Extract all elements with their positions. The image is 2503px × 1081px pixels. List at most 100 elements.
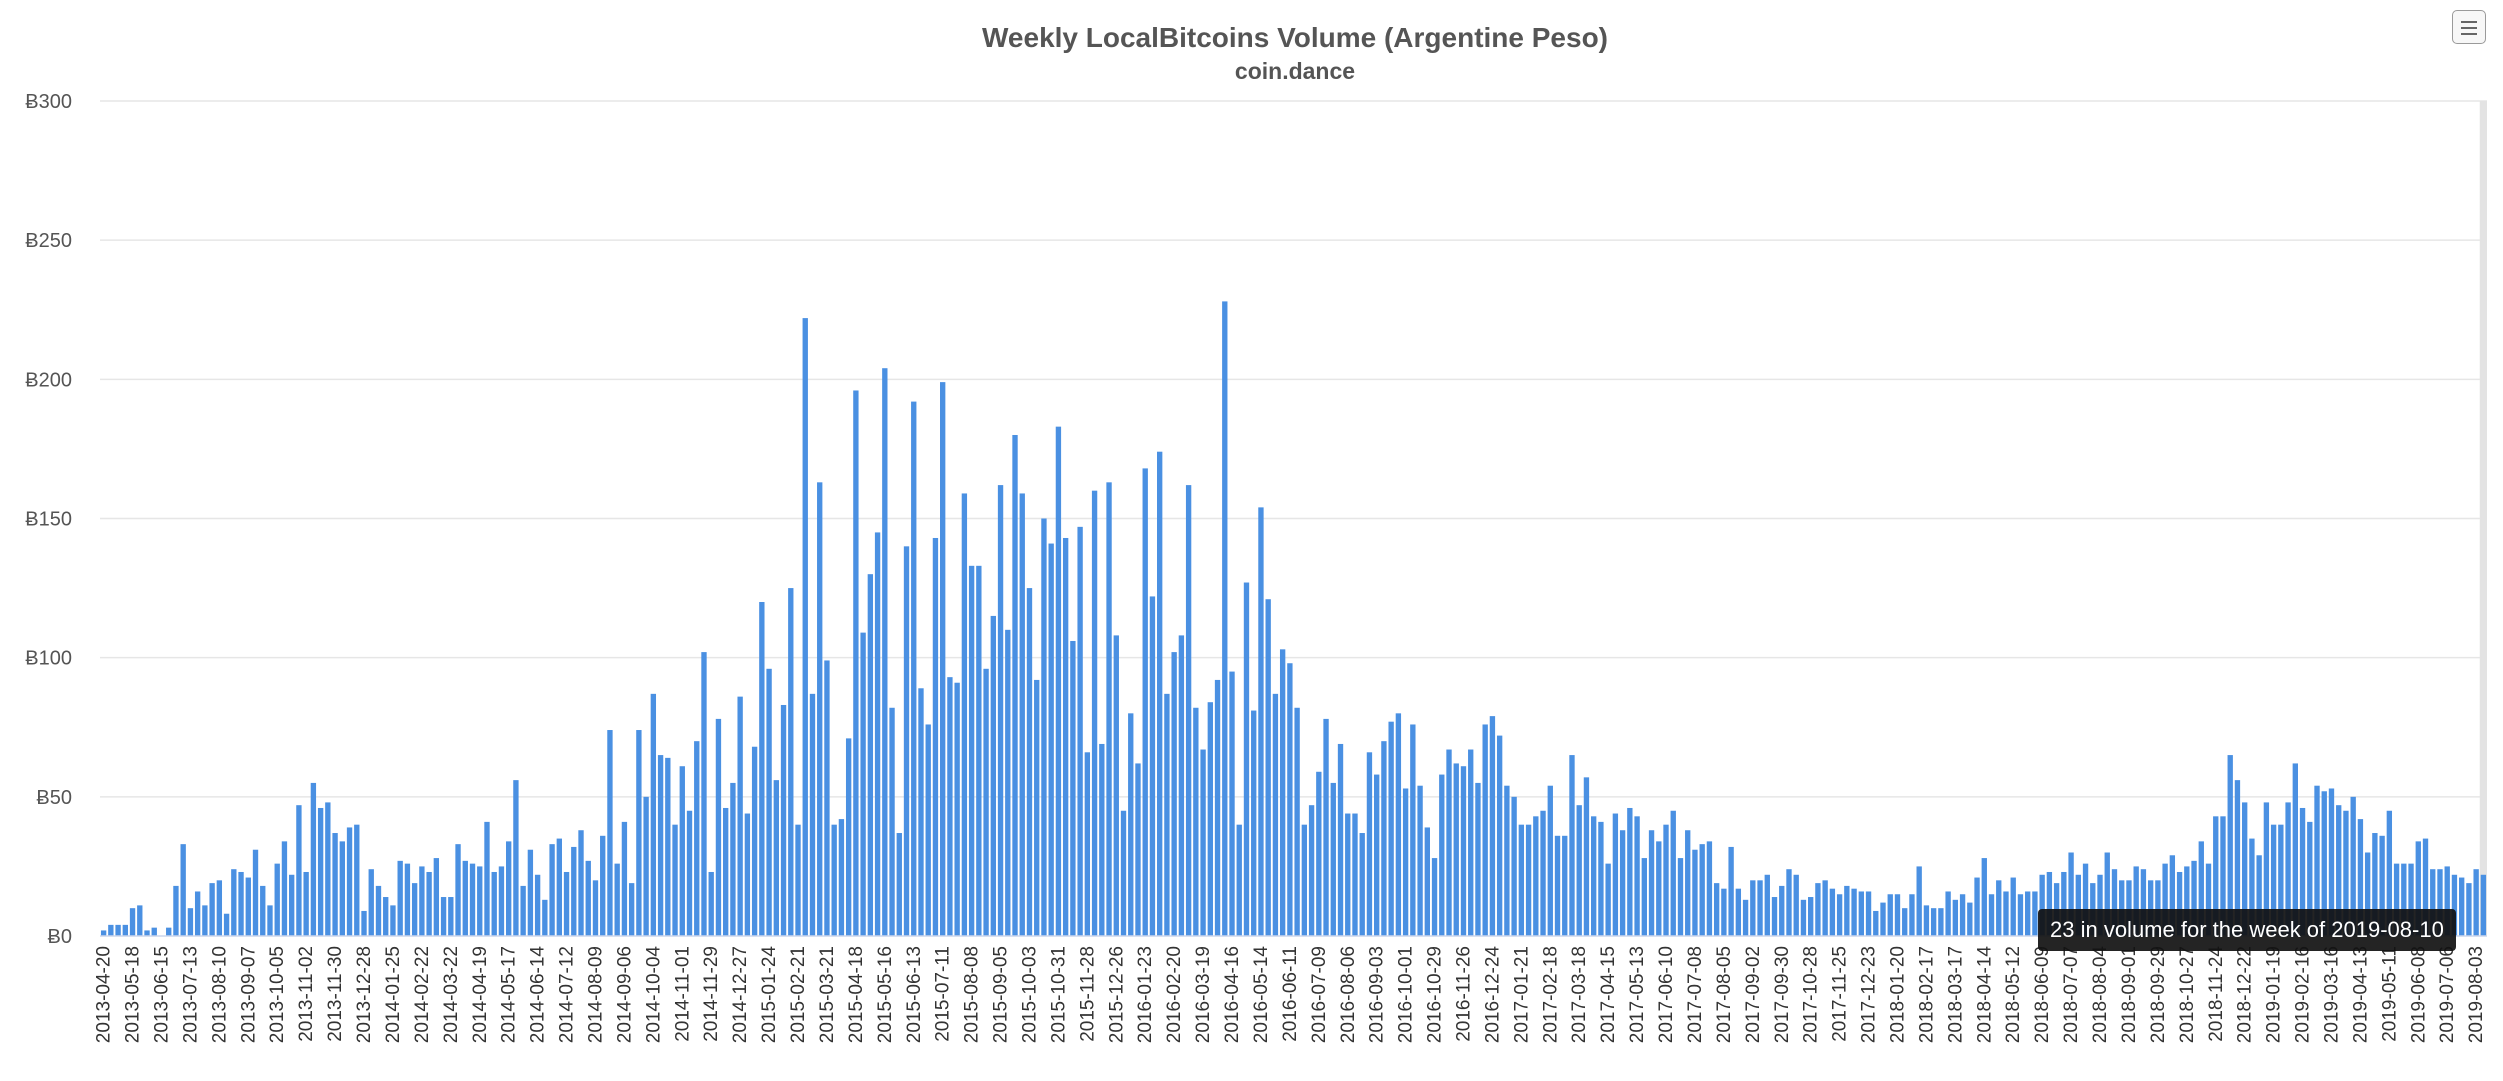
bar[interactable] <box>1222 301 1228 936</box>
bar[interactable] <box>600 835 606 936</box>
bar[interactable] <box>2314 785 2320 936</box>
bar[interactable] <box>346 827 353 936</box>
bar[interactable] <box>1583 777 1590 936</box>
bar[interactable] <box>911 401 917 937</box>
bar[interactable] <box>1699 844 1705 936</box>
bar[interactable] <box>368 869 374 936</box>
bar[interactable] <box>1685 830 1691 936</box>
bar[interactable] <box>817 482 823 936</box>
bar[interactable] <box>2437 869 2443 936</box>
bar[interactable] <box>2364 852 2371 937</box>
hamburger-menu-icon[interactable] <box>2452 10 2486 44</box>
bar[interactable] <box>2307 821 2313 936</box>
bar[interactable] <box>1149 596 1156 936</box>
bar[interactable] <box>2292 763 2298 936</box>
bar[interactable] <box>375 885 382 936</box>
bar[interactable] <box>1887 894 1893 936</box>
bar[interactable] <box>455 844 461 936</box>
bar[interactable] <box>2104 852 2110 937</box>
bar[interactable] <box>715 718 722 936</box>
bar[interactable] <box>440 897 447 936</box>
bar[interactable] <box>1323 718 1329 936</box>
bar[interactable] <box>628 883 635 936</box>
bar[interactable] <box>1128 713 1134 936</box>
bar[interactable] <box>411 883 418 936</box>
bar[interactable] <box>1757 880 1763 936</box>
bar[interactable] <box>2169 855 2176 936</box>
bar[interactable] <box>1034 679 1040 936</box>
bar[interactable] <box>2473 869 2479 936</box>
bar[interactable] <box>2336 805 2342 936</box>
bar[interactable] <box>245 877 251 936</box>
bar[interactable] <box>1106 482 1112 936</box>
bar[interactable] <box>1540 810 1546 936</box>
bar[interactable] <box>2350 796 2356 936</box>
bar[interactable] <box>1005 629 1011 936</box>
bar[interactable] <box>1554 835 1561 936</box>
bar[interactable] <box>1576 805 1582 936</box>
bar[interactable] <box>1431 858 1438 936</box>
bar[interactable] <box>802 318 808 937</box>
bar[interactable] <box>1902 908 1908 936</box>
bar[interactable] <box>2321 791 2327 936</box>
bar[interactable] <box>2466 883 2472 936</box>
bar[interactable] <box>1923 905 1930 936</box>
bar[interactable] <box>1482 724 1488 936</box>
bar[interactable] <box>737 696 743 936</box>
bar[interactable] <box>419 866 425 936</box>
bar[interactable] <box>1952 899 1959 936</box>
bar[interactable] <box>2234 780 2241 936</box>
bar[interactable] <box>2242 802 2248 936</box>
bar[interactable] <box>2205 863 2212 936</box>
bar[interactable] <box>1779 885 1785 936</box>
bar[interactable] <box>1099 743 1105 936</box>
bar[interactable] <box>2401 863 2407 936</box>
bar[interactable] <box>1663 824 1669 936</box>
bar[interactable] <box>477 866 483 936</box>
bar[interactable] <box>2176 871 2183 936</box>
bar[interactable] <box>723 807 729 936</box>
bar[interactable] <box>1873 910 1879 936</box>
bar[interactable] <box>1316 771 1322 936</box>
bar[interactable] <box>1374 774 1380 936</box>
bar[interactable] <box>260 885 266 936</box>
bar[interactable] <box>1279 649 1286 936</box>
bar[interactable] <box>1468 749 1474 936</box>
bar[interactable] <box>1062 537 1069 936</box>
bar[interactable] <box>1627 807 1633 936</box>
bar[interactable] <box>657 755 664 936</box>
bar[interactable] <box>2213 816 2219 936</box>
bar[interactable] <box>506 841 512 936</box>
bar[interactable] <box>180 844 186 936</box>
bar[interactable] <box>1547 785 1553 936</box>
bar[interactable] <box>889 707 895 936</box>
bar[interactable] <box>281 841 288 936</box>
bar[interactable] <box>2227 755 2233 936</box>
bar[interactable] <box>730 782 736 936</box>
bar[interactable] <box>795 824 801 936</box>
bar[interactable] <box>1287 663 1293 936</box>
bar[interactable] <box>1041 518 1047 937</box>
bar[interactable] <box>383 897 389 936</box>
bar[interactable] <box>491 871 497 936</box>
bar[interactable] <box>1670 810 1676 936</box>
bar[interactable] <box>209 883 215 936</box>
bar[interactable] <box>144 930 150 936</box>
bar[interactable] <box>1120 810 1127 936</box>
bar[interactable] <box>1453 763 1459 936</box>
bar[interactable] <box>686 810 693 936</box>
bar[interactable] <box>2147 880 2154 936</box>
bar[interactable] <box>853 390 859 937</box>
bar[interactable] <box>2299 807 2306 936</box>
bar[interactable] <box>614 863 620 936</box>
bar[interactable] <box>1815 883 1821 936</box>
bar[interactable] <box>296 805 302 936</box>
bar[interactable] <box>1858 891 1864 936</box>
bar[interactable] <box>1019 493 1025 936</box>
bar[interactable] <box>1533 816 1539 936</box>
bar[interactable] <box>2430 869 2436 936</box>
bar[interactable] <box>860 632 866 936</box>
bar[interactable] <box>1808 897 1814 936</box>
bar[interactable] <box>513 780 519 936</box>
bar[interactable] <box>1844 885 1850 936</box>
